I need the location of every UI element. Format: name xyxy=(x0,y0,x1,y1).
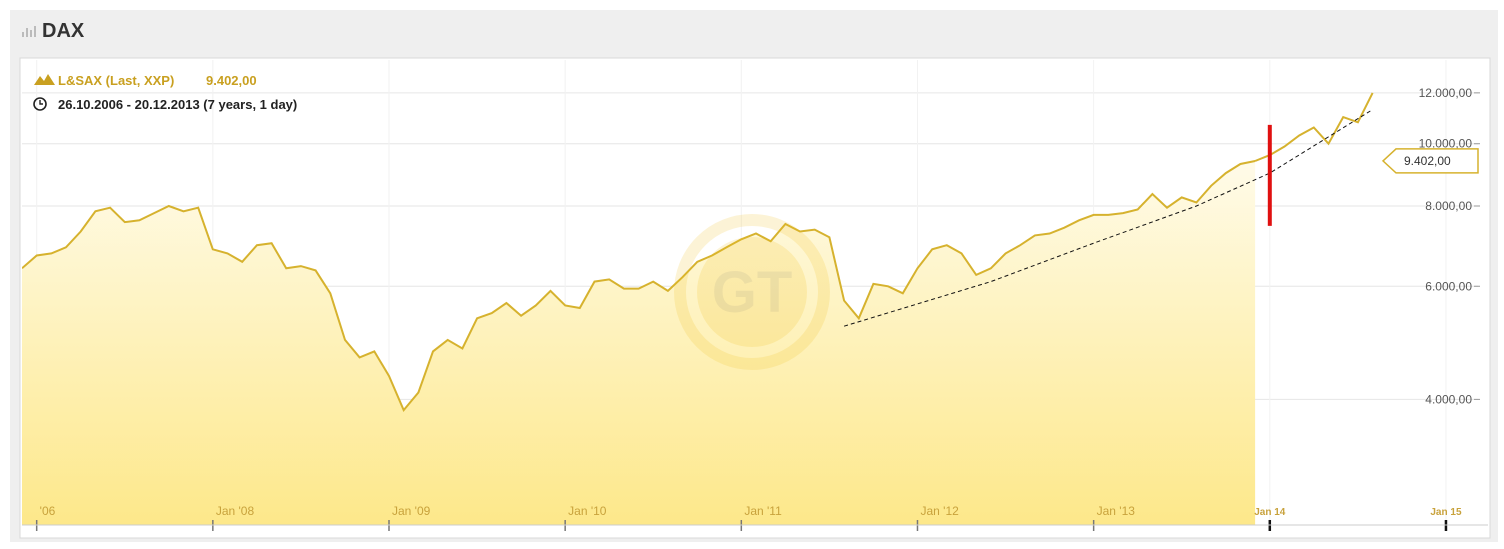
svg-text:GT: GT xyxy=(712,260,793,325)
plot xyxy=(22,92,1374,525)
clock-icon xyxy=(33,97,47,111)
x-tick-label: Jan '10 xyxy=(568,504,607,518)
price-line xyxy=(1254,92,1374,162)
axes: 4.000,00 6.000,00 8.000,00 10.000,00 12.000,… xyxy=(22,86,1488,531)
legend-value: 9.402,00 xyxy=(206,73,257,88)
x-tick-label: Jan 15 xyxy=(1430,507,1462,518)
area xyxy=(22,161,1256,525)
x-tick-label: '06 xyxy=(40,504,56,518)
legend-label: L&SAX (Last, XXP) xyxy=(58,73,174,88)
y-tick-label: 12.000,00 xyxy=(1419,86,1473,100)
y-tick-label: 6.000,00 xyxy=(1425,279,1472,293)
y-tick-label: 8.000,00 xyxy=(1425,199,1472,213)
x-tick-label: Jan 14 xyxy=(1254,507,1286,518)
date-range: 26.10.2006 - 20.12.2013 (7 years, 1 day) xyxy=(58,97,297,112)
x-tick-label: Jan '09 xyxy=(392,504,431,518)
last-value-flag xyxy=(1381,148,1479,174)
y-tick-label: 4.000,00 xyxy=(1425,392,1472,406)
watermark: GT xyxy=(674,214,830,370)
header-title: DAX xyxy=(42,20,85,42)
x-tick-label: Jan '08 xyxy=(216,504,255,518)
header-icon xyxy=(22,26,36,37)
x-tick-label: Jan '13 xyxy=(1097,504,1136,518)
trend-line xyxy=(843,109,1373,327)
x-tick-label: Jan '11 xyxy=(744,504,782,518)
clock-hands xyxy=(39,100,43,105)
price-line xyxy=(22,160,1256,412)
legend-icon xyxy=(34,74,55,85)
y-tick-label: 10.000,00 xyxy=(1419,137,1473,151)
x-tick-label: Jan '12 xyxy=(920,504,959,518)
last-value-label: 9.402,00 xyxy=(1404,154,1451,168)
